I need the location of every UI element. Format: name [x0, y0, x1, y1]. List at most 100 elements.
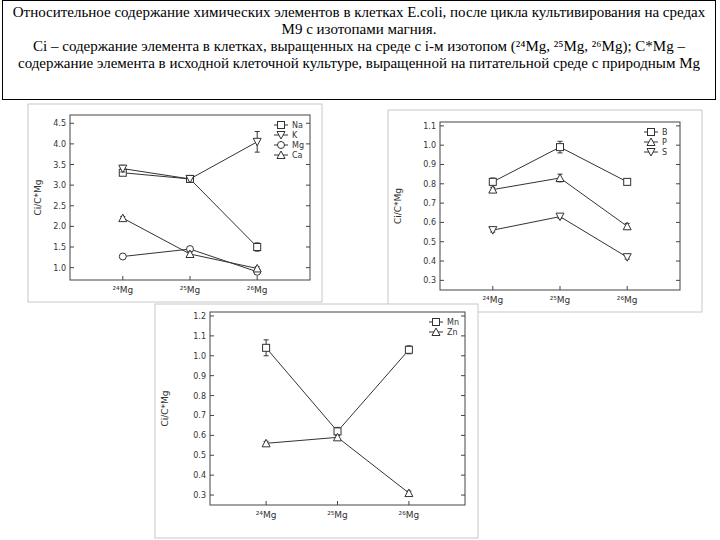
y-tick [440, 203, 444, 204]
legend-label: S [662, 148, 667, 157]
y-tick [210, 315, 214, 316]
chart-canvas: 1.01.52.02.53.03.54.04.5²⁴Mg²⁵Mg²⁶MgCi/C… [0, 0, 720, 540]
y-tick [210, 395, 214, 396]
point [254, 244, 261, 251]
error-cap [255, 131, 260, 132]
y-tick-right [676, 125, 680, 126]
y-tick-label: 1.0 [53, 264, 66, 273]
point [263, 344, 270, 351]
y-tick-right [306, 143, 310, 144]
data-area [262, 340, 413, 497]
y-tick-right [461, 395, 465, 396]
plot-frame [210, 312, 465, 505]
y-tick-label: 0.3 [193, 491, 206, 500]
error-bar [558, 141, 563, 153]
y-axis-label: Ci/C*Mg [33, 179, 43, 215]
legend-marker [278, 142, 285, 149]
y-tick-right [676, 183, 680, 184]
y-tick-label: 1.5 [53, 243, 66, 252]
legend-marker [277, 151, 285, 159]
point [405, 489, 413, 497]
data-area [119, 132, 261, 276]
y-tick [70, 123, 74, 124]
panel [155, 304, 478, 538]
y-tick [440, 280, 444, 281]
chart-2: 0.30.40.50.60.70.80.91.01.11.2²⁴Mg²⁵Mg²⁶… [155, 304, 478, 538]
y-tick [210, 335, 214, 336]
legend-marker [647, 138, 655, 146]
y-tick-right [461, 335, 465, 336]
legend: BPS [644, 128, 668, 157]
y-tick-label: 0.7 [193, 411, 206, 420]
x-tick-label: ²⁴Mg [482, 295, 503, 305]
y-tick-label: 0.6 [193, 431, 206, 440]
point [119, 214, 127, 222]
series-line [493, 217, 627, 258]
y-tick-label: 0.6 [423, 218, 436, 227]
legend: NaKMgCa [274, 121, 304, 160]
y-tick-label: 3.5 [53, 161, 66, 170]
x-tick [492, 286, 493, 290]
y-tick [210, 475, 214, 476]
legend: MnZn [429, 318, 459, 337]
y-axis-label: Ci/C*Mg [160, 390, 170, 426]
point [489, 227, 497, 235]
y-tick-right [306, 267, 310, 268]
point [262, 439, 270, 447]
legend-label: Mn [447, 318, 459, 327]
y-tick-right [306, 185, 310, 186]
y-tick [70, 247, 74, 248]
y-tick-right [461, 375, 465, 376]
x-tick-label: ²⁴Mg [256, 510, 277, 520]
y-tick-right [461, 355, 465, 356]
x-tick [266, 501, 267, 505]
y-tick-right [306, 247, 310, 248]
y-tick [70, 226, 74, 227]
y-tick-label: 1.1 [423, 122, 436, 131]
y-tick-right [306, 123, 310, 124]
legend-marker [277, 132, 285, 140]
x-tick [122, 276, 123, 280]
error-cap [558, 152, 563, 153]
x-tick [408, 501, 409, 505]
legend-label: P [662, 138, 667, 147]
error-cap [264, 339, 269, 340]
series-line [493, 178, 627, 226]
y-tick-label: 3.0 [53, 181, 66, 190]
legend-marker [278, 122, 285, 129]
y-tick-label: 1.0 [423, 141, 436, 150]
point [405, 346, 412, 353]
y-tick-label: 0.3 [423, 276, 436, 285]
y-tick [440, 125, 444, 126]
x-tick [337, 501, 338, 505]
error-cap [558, 141, 563, 142]
y-tick-right [461, 475, 465, 476]
series-line [123, 249, 257, 272]
error-cap [264, 355, 269, 356]
y-tick-right [461, 455, 465, 456]
chart-0: 1.01.52.02.53.03.54.04.5²⁴Mg²⁵Mg²⁶MgCi/C… [28, 104, 322, 302]
y-tick-label: 2.0 [53, 222, 66, 231]
y-tick-label: 4.5 [53, 119, 66, 128]
x-tick-label: ²⁶Mg [399, 510, 420, 520]
point [334, 433, 342, 441]
series-line [123, 218, 257, 268]
plot-frame [440, 122, 680, 290]
y-tick-label: 0.7 [423, 199, 436, 208]
y-tick [70, 185, 74, 186]
y-tick [210, 355, 214, 356]
y-tick-right [461, 435, 465, 436]
y-tick-right [306, 205, 310, 206]
y-tick-right [676, 203, 680, 204]
y-tick [210, 455, 214, 456]
point [187, 175, 194, 182]
x-tick-label: ²⁶Mg [617, 295, 638, 305]
legend-label: Mg [292, 141, 304, 150]
point [119, 165, 127, 173]
point [253, 264, 261, 272]
error-bar [255, 243, 260, 251]
legend-label: K [292, 131, 298, 140]
y-tick-label: 0.4 [193, 471, 206, 480]
point [186, 250, 194, 258]
y-tick-right [676, 241, 680, 242]
